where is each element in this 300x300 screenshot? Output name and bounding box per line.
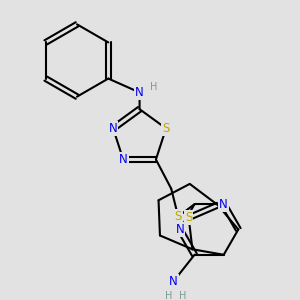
Text: N: N — [109, 122, 118, 135]
Text: H: H — [179, 292, 186, 300]
Text: S: S — [175, 210, 182, 223]
Text: N: N — [169, 275, 178, 288]
Text: H: H — [150, 82, 158, 92]
Text: H: H — [165, 292, 172, 300]
Text: N: N — [119, 153, 128, 166]
Text: N: N — [176, 223, 184, 236]
Text: S: S — [185, 211, 192, 224]
Text: N: N — [135, 86, 144, 99]
Text: N: N — [219, 198, 228, 211]
Text: S: S — [162, 122, 170, 135]
